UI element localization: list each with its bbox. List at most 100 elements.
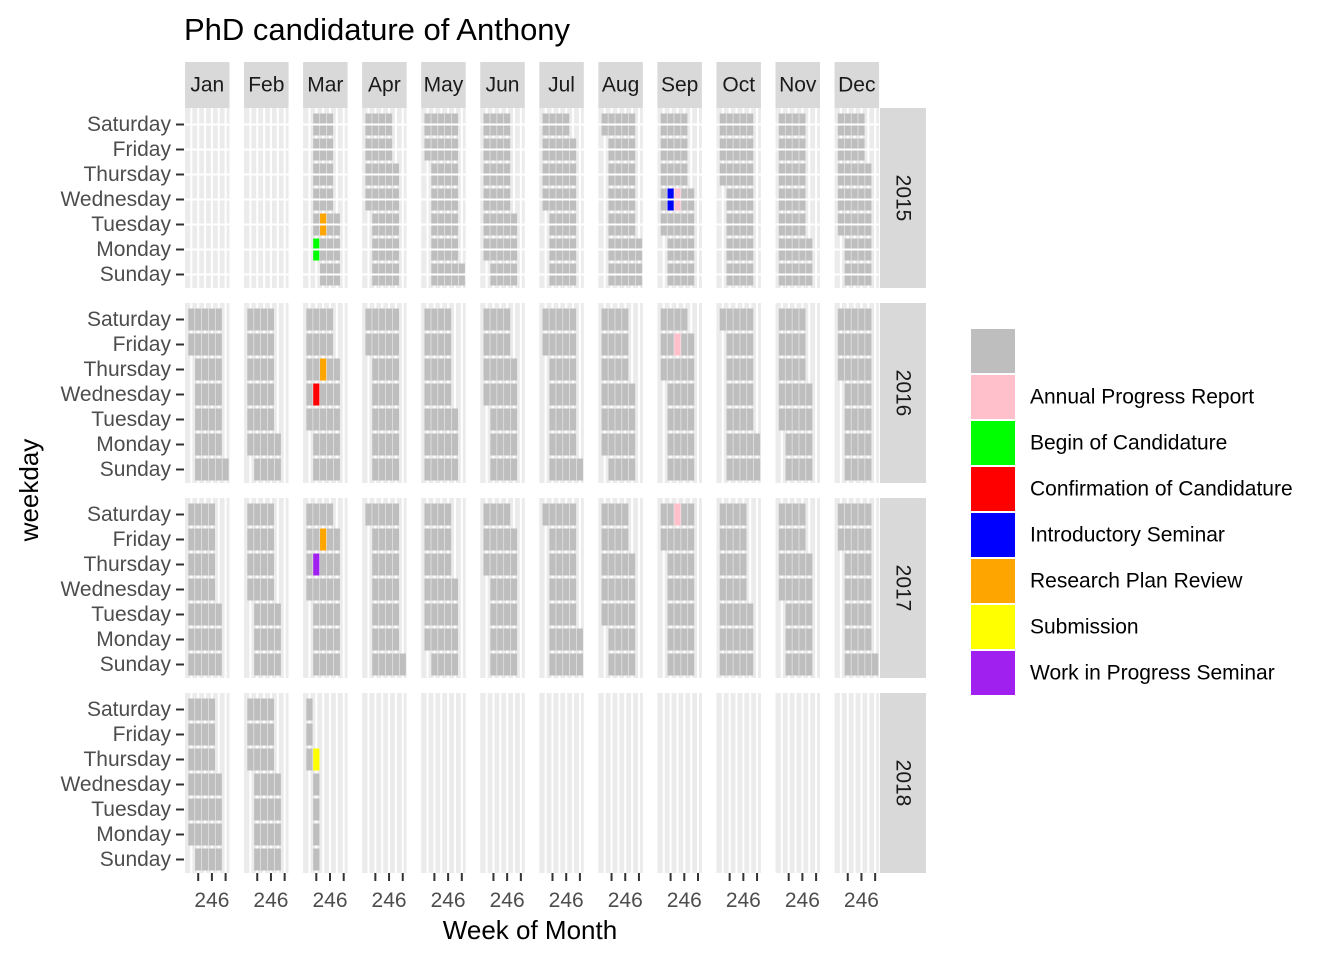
day-cell	[261, 748, 268, 771]
day-cell	[865, 333, 872, 356]
day-cell	[215, 628, 222, 651]
day-cell	[569, 408, 577, 431]
day-cell	[274, 773, 281, 796]
day-cell	[569, 553, 577, 576]
day-cell	[372, 528, 379, 551]
day-cell	[510, 433, 518, 456]
day-cell	[320, 308, 327, 331]
panel-background	[775, 693, 820, 873]
day-cell	[451, 653, 459, 676]
day-cell	[267, 553, 275, 576]
month-strip-label: Jul	[548, 74, 575, 97]
day-cell	[688, 553, 695, 576]
day-cell	[719, 578, 726, 601]
day-cell	[629, 383, 636, 406]
day-cell	[195, 528, 202, 551]
day-cell	[208, 798, 215, 821]
day-cell	[201, 698, 209, 721]
day-cell	[556, 528, 563, 551]
day-cell	[865, 308, 872, 331]
day-cell	[622, 578, 629, 601]
day-cell	[681, 653, 688, 676]
day-cell	[549, 308, 556, 331]
day-cell	[785, 333, 792, 356]
day-cell	[615, 628, 622, 651]
day-cell	[208, 603, 215, 626]
day-cell	[247, 578, 254, 601]
day-cell	[726, 308, 733, 331]
weekday-tick-label: Thursday	[83, 163, 171, 186]
day-cell	[785, 458, 792, 481]
day-cell	[740, 653, 747, 676]
day-cell	[563, 458, 570, 481]
day-cell	[556, 383, 563, 406]
day-cell	[844, 578, 851, 601]
day-cell	[799, 553, 806, 576]
day-cell	[510, 553, 518, 576]
day-cell	[688, 333, 695, 356]
day-cell	[201, 458, 209, 481]
day-cell	[681, 553, 688, 576]
day-cell	[313, 798, 320, 821]
day-cell	[681, 458, 688, 481]
day-cell	[445, 458, 452, 481]
day-cell	[608, 503, 615, 526]
day-cell	[733, 433, 740, 456]
day-cell	[451, 433, 459, 456]
month-strip-label: Apr	[368, 74, 401, 97]
day-cell	[792, 433, 799, 456]
day-cell	[372, 408, 379, 431]
day-cell	[799, 578, 806, 601]
day-cell	[740, 553, 747, 576]
day-cell	[556, 358, 563, 381]
day-cell	[510, 408, 518, 431]
event-cell	[674, 503, 681, 526]
day-cell	[740, 433, 747, 456]
day-cell	[445, 503, 452, 526]
day-cell	[851, 383, 858, 406]
month-strip-label: Aug	[602, 74, 639, 97]
day-cell	[438, 603, 445, 626]
day-cell	[785, 308, 792, 331]
day-cell	[726, 528, 733, 551]
day-cell	[608, 458, 615, 481]
day-cell	[372, 458, 379, 481]
day-cell	[445, 578, 452, 601]
day-cell	[497, 308, 504, 331]
day-cell	[601, 333, 608, 356]
x-tick-label: 246	[490, 889, 525, 912]
day-cell	[674, 433, 681, 456]
day-cell	[858, 603, 865, 626]
day-cell	[372, 308, 379, 331]
day-cell	[549, 553, 556, 576]
day-cell	[306, 383, 313, 406]
weekday-tick-label: Saturday	[87, 308, 172, 331]
day-cell	[837, 333, 844, 356]
day-cell	[622, 458, 629, 481]
day-cell	[438, 628, 445, 651]
day-cell	[306, 408, 313, 431]
day-cell	[851, 578, 858, 601]
day-cell	[733, 578, 740, 601]
y-axis-title: weekday	[14, 439, 44, 543]
day-cell	[497, 603, 504, 626]
day-cell	[490, 433, 497, 456]
day-cell	[215, 603, 222, 626]
day-cell	[497, 628, 504, 651]
day-cell	[254, 578, 261, 601]
weekday-tick-label: Tuesday	[91, 798, 171, 821]
day-cell	[747, 628, 754, 651]
day-cell	[844, 383, 851, 406]
legend-key	[971, 421, 1015, 465]
day-cell	[320, 628, 327, 651]
x-tick-label: 246	[785, 889, 820, 912]
day-cell	[792, 333, 799, 356]
day-cell	[726, 578, 733, 601]
day-cell	[379, 458, 386, 481]
day-cell	[865, 408, 872, 431]
day-cell	[267, 333, 275, 356]
event-cell	[320, 528, 327, 551]
day-cell	[549, 578, 556, 601]
day-cell	[490, 553, 497, 576]
day-cell	[490, 503, 497, 526]
